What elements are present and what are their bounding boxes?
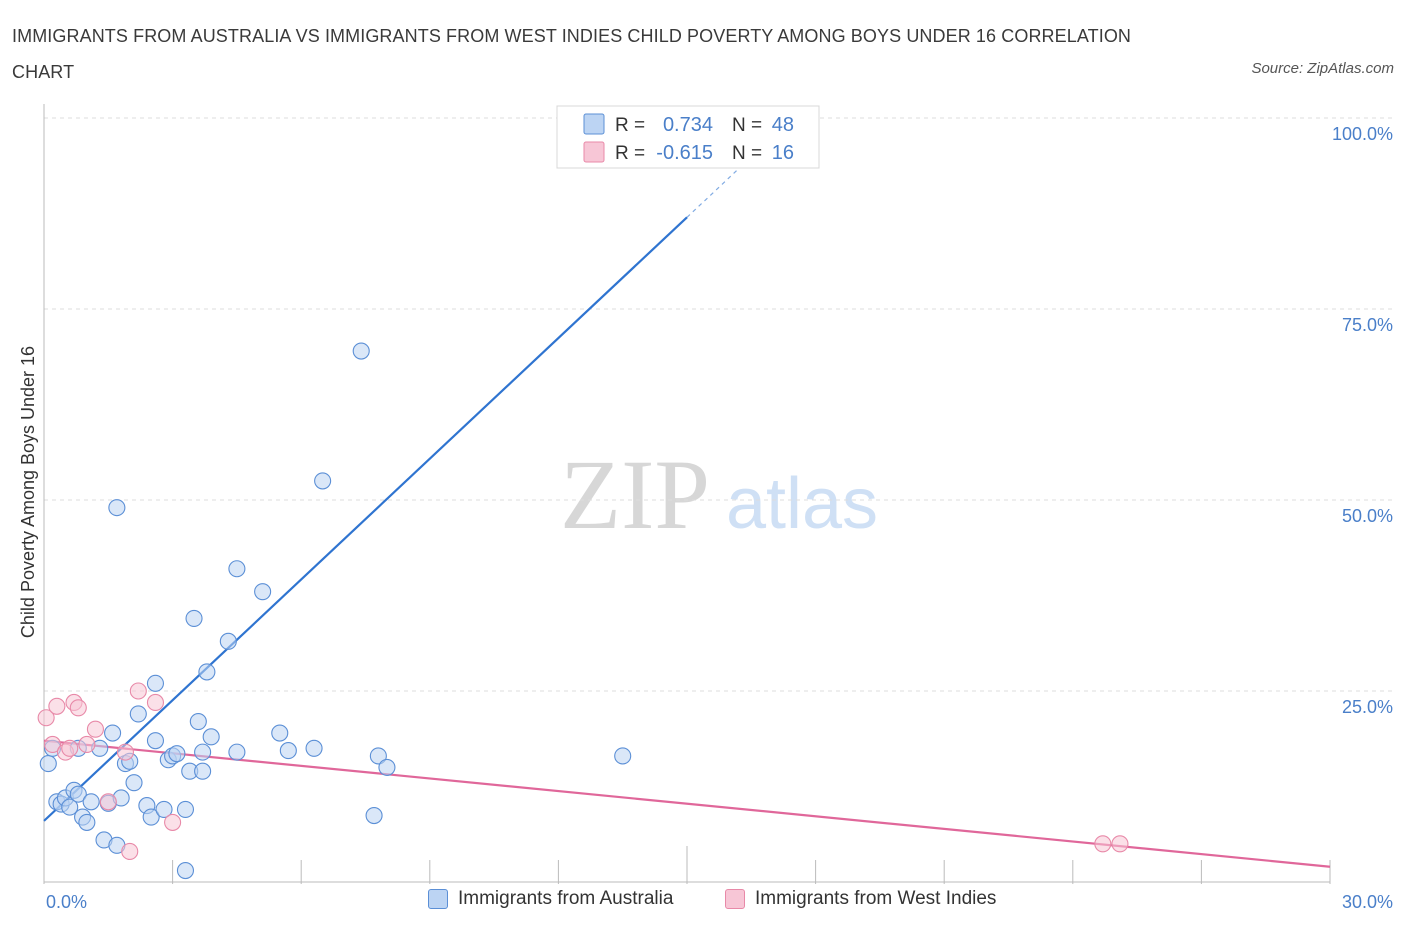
y-tick-label: 75.0% (1342, 315, 1393, 335)
point-west-indies (1111, 835, 1129, 853)
y-axis-label: Child Poverty Among Boys Under 16 (18, 346, 38, 638)
point-australia (378, 758, 396, 776)
point-west-indies (164, 813, 182, 831)
stats-legend: R = 0.734 N = 48 R = -0.615 N = 16 (556, 105, 820, 169)
point-west-indies (116, 743, 134, 761)
point-australia (125, 774, 143, 792)
y-tick-label: 25.0% (1342, 697, 1393, 717)
point-west-indies (129, 682, 147, 700)
point-australia (352, 342, 370, 360)
point-australia (254, 583, 272, 601)
y-tick-label: 100.0% (1332, 124, 1393, 144)
watermark-zip: ZIP (560, 439, 710, 550)
point-australia (614, 747, 632, 765)
data-points (37, 109, 1129, 880)
stats-r-value: 0.734 (663, 114, 713, 136)
chart-source: Source: ZipAtlas.com (1251, 60, 1394, 77)
y-tick-label: 50.0% (1342, 506, 1393, 526)
point-west-indies (44, 735, 62, 754)
point-west-indies (146, 693, 165, 712)
point-west-indies (48, 697, 66, 715)
watermark: ZIP atlas (560, 439, 878, 550)
point-australia (185, 609, 203, 627)
stats-n-label: N = (732, 115, 762, 136)
point-australia (194, 743, 212, 761)
point-australia (314, 472, 332, 490)
y-tick-labels: 25.0% 50.0% 75.0% 100.0% (1332, 124, 1393, 717)
x-tick-label: 30.0% (1342, 892, 1393, 912)
stats-r-value: -0.615 (656, 142, 713, 164)
stats-r-label: R = (615, 115, 645, 136)
chart-title: IMMIGRANTS FROM AUSTRALIA VS IMMIGRANTS … (12, 26, 1132, 82)
point-australia (228, 743, 246, 761)
grid-lines (44, 117, 1392, 692)
point-australia (69, 785, 87, 803)
x-tick-labels: 0.0% 30.0% (46, 892, 1393, 912)
point-australia (168, 745, 186, 763)
point-australia (305, 739, 323, 757)
point-australia (129, 705, 147, 723)
point-australia (39, 755, 57, 773)
stats-r-label: R = (615, 143, 645, 164)
point-west-indies (69, 699, 87, 717)
point-australia (82, 793, 100, 811)
point-australia (155, 800, 173, 818)
point-australia (146, 674, 165, 692)
legend-item-australia: Immigrants from Australia (428, 888, 673, 910)
point-australia (176, 861, 195, 880)
point-australia (142, 808, 160, 826)
legend-swatch-west-indies (725, 889, 745, 909)
watermark-atlas: atlas (726, 464, 878, 544)
point-australia (108, 499, 126, 517)
stats-swatch (583, 141, 605, 163)
point-australia (78, 813, 96, 831)
point-australia (194, 762, 212, 780)
point-west-indies (121, 842, 139, 860)
point-australia (61, 798, 79, 816)
axes (43, 104, 1331, 884)
stats-n-label: N = (732, 143, 762, 164)
point-west-indies (37, 709, 55, 727)
point-west-indies (78, 735, 96, 754)
point-australia (271, 724, 289, 742)
trend-line-australia (43, 216, 688, 822)
bottom-legend: Immigrants from Australia Immigrants fro… (0, 888, 1406, 916)
x-tick-label: 0.0% (46, 892, 87, 912)
point-australia (104, 724, 122, 742)
point-west-indies (99, 793, 117, 811)
legend-swatch-australia (428, 889, 448, 909)
point-australia (146, 732, 165, 750)
legend-item-west-indies: Immigrants from West Indies (725, 888, 996, 910)
point-west-indies (1094, 835, 1112, 853)
point-australia (219, 632, 237, 650)
stats-n-value: 16 (772, 142, 794, 164)
point-west-indies (61, 739, 79, 757)
point-australia (198, 663, 216, 681)
point-australia (228, 560, 246, 578)
legend-label-australia: Immigrants from Australia (458, 888, 674, 909)
point-australia (369, 747, 387, 765)
point-australia (176, 800, 195, 818)
point-australia (189, 713, 207, 731)
point-australia (365, 806, 383, 825)
point-australia (202, 728, 220, 746)
point-australia (279, 742, 297, 760)
stats-swatch (583, 113, 605, 135)
point-west-indies (86, 720, 104, 738)
stats-n-value: 48 (772, 114, 794, 136)
legend-label-west-indies: Immigrants from West Indies (755, 888, 997, 909)
